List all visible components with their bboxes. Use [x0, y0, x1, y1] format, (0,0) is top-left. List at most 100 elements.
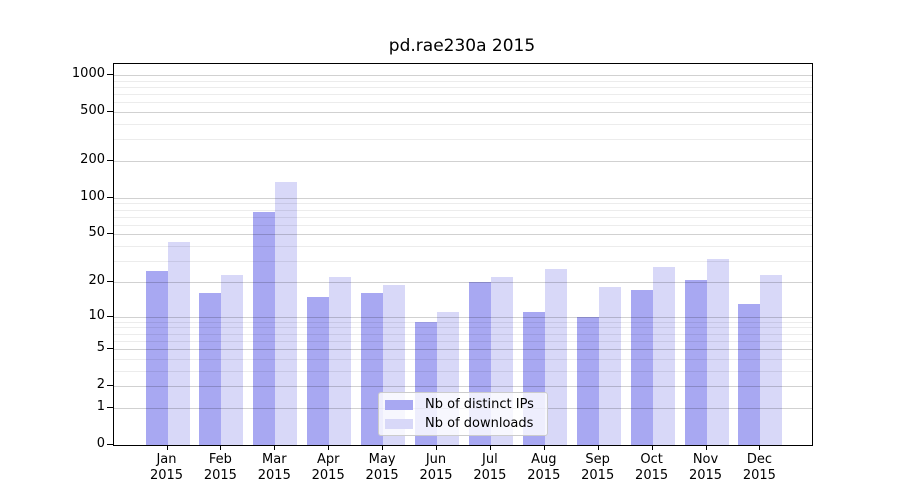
x-tick-mark-jan: [167, 445, 168, 450]
x-tick-text: 2015: [419, 468, 453, 483]
plot-area: [113, 63, 813, 446]
x-tick-text: Nov: [692, 452, 719, 467]
x-tick-text: Jan: [156, 452, 177, 467]
gridline-minor-40: [114, 246, 812, 248]
y-tick-mark-500: [107, 111, 113, 112]
y-tick-label-5: 5: [96, 340, 105, 355]
x-tick-text: 2015: [688, 468, 723, 483]
gridline-minor-700: [114, 94, 812, 96]
bar-downloads-nov: [706, 259, 729, 445]
bar-downloads-aug: [544, 268, 567, 445]
x-tick-text: 2015: [635, 468, 669, 483]
y-tick-label-2: 2: [96, 377, 105, 393]
x-tick-mark-mar: [274, 445, 275, 450]
x-tick-label-aug: Aug 2015: [516, 452, 572, 484]
x-tick-text: Oct: [640, 452, 663, 467]
gridline-minor-800: [114, 86, 812, 88]
gridline-major-10: [114, 316, 812, 318]
x-tick-text: 2015: [203, 468, 237, 483]
x-tick-text: 2015: [581, 468, 615, 483]
x-tick-mark-feb: [220, 445, 221, 450]
y-tick-mark-0: [107, 444, 113, 445]
bar-ips-jan: [145, 270, 168, 445]
x-tick-text: Sep: [585, 452, 610, 467]
x-tick-text: 2015: [527, 468, 561, 483]
bar-ips-feb: [199, 293, 222, 445]
x-tick-label-mar: Mar 2015: [246, 452, 302, 484]
gridline-major-5: [114, 349, 812, 350]
legend-label-downloads: Nb of downloads: [425, 416, 534, 431]
y-tick-label-1000: 1000: [71, 66, 105, 81]
gridline-minor-600: [114, 102, 812, 104]
x-tick-mark-jul: [490, 445, 491, 450]
bar-ips-may: [361, 293, 384, 445]
gridline-major-1000: [114, 75, 812, 76]
gridline-minor-900: [114, 80, 812, 82]
y-tick-mark-50: [107, 233, 113, 234]
bar-downloads-sep: [598, 287, 621, 445]
gridline-minor-300: [114, 139, 812, 141]
legend: Nb of distinct IPs Nb of downloads: [378, 392, 548, 436]
y-tick-mark-200: [107, 160, 113, 161]
y-tick-label-200: 200: [80, 152, 105, 167]
x-tick-label-nov: Nov 2015: [678, 452, 734, 484]
y-tick-mark-100: [107, 197, 113, 198]
x-tick-label-jan: Jan 2015: [139, 452, 195, 484]
x-tick-text: 2015: [742, 468, 776, 483]
legend-swatch-downloads: [385, 418, 413, 429]
gridline-major-500: [114, 112, 812, 114]
x-tick-text: May: [368, 452, 396, 467]
x-tick-mark-jun: [436, 445, 437, 450]
legend-label-distinct-ips: Nb of distinct IPs: [425, 397, 534, 412]
gridline-major-100: [114, 197, 812, 199]
y-tick-mark-2: [107, 385, 113, 386]
chart-title: pd.rae230a 2015: [388, 36, 536, 56]
bar-ips-dec: [738, 303, 761, 445]
x-tick-label-sep: Sep 2015: [570, 452, 626, 484]
y-tick-label-10: 10: [88, 307, 105, 323]
gridline-minor-80: [114, 209, 812, 211]
gridlines-layer: [114, 64, 812, 445]
y-tick-mark-1: [107, 407, 113, 408]
bar-ips-nov: [684, 279, 707, 445]
x-tick-text: Feb: [208, 452, 232, 467]
x-tick-text: 2015: [257, 468, 291, 483]
bar-downloads-apr: [329, 277, 352, 445]
bar-ips-apr: [307, 296, 330, 445]
x-tick-mark-sep: [598, 445, 599, 450]
y-tick-mark-1000: [107, 74, 113, 75]
x-tick-label-may: May 2015: [354, 452, 410, 484]
x-tick-mark-oct: [652, 445, 653, 450]
x-tick-text: Dec: [746, 452, 772, 467]
x-tick-text: 2015: [149, 468, 184, 483]
x-tick-text: Jun: [425, 452, 447, 467]
x-tick-mark-dec: [759, 445, 760, 450]
x-tick-label-jul: Jul 2015: [462, 452, 518, 484]
x-tick-label-apr: Apr 2015: [300, 452, 356, 484]
gridline-minor-400: [114, 124, 812, 125]
gridline-minor-9: [114, 321, 812, 323]
gridline-minor-30: [114, 261, 812, 263]
bar-downloads-dec: [760, 274, 783, 445]
y-tick-label-50: 50: [88, 225, 105, 241]
bar-downloads-jan: [167, 242, 190, 445]
y-tick-label-1: 1: [96, 398, 105, 414]
x-tick-text: Mar: [262, 452, 287, 467]
bar-downloads-mar: [275, 181, 298, 445]
y-tick-label-100: 100: [80, 188, 105, 204]
y-tick-label-500: 500: [80, 103, 105, 119]
x-tick-text: 2015: [473, 468, 507, 483]
gridline-major-50: [114, 234, 812, 236]
gridline-major-20: [114, 281, 812, 283]
bar-ips-oct: [630, 290, 653, 445]
x-tick-text: Apr: [316, 452, 340, 467]
gridline-minor-7: [114, 333, 812, 335]
x-tick-text: Aug: [531, 452, 557, 467]
x-tick-mark-nov: [706, 445, 707, 450]
x-tick-label-dec: Dec 2015: [731, 452, 787, 484]
x-tick-mark-apr: [328, 445, 329, 450]
bar-downloads-feb: [221, 274, 244, 445]
x-tick-text: Jul: [482, 452, 498, 467]
bar-ips-mar: [253, 212, 276, 445]
